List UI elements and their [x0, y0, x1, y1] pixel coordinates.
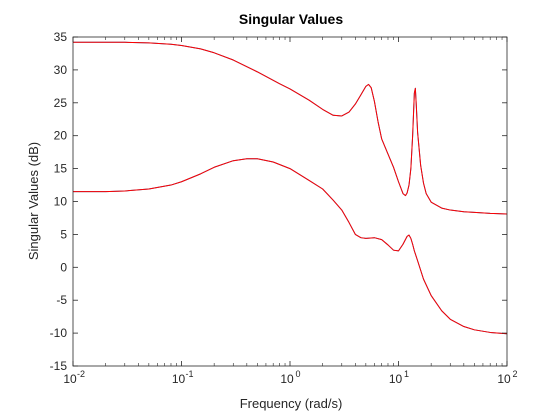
- x-tick-label: 10: [389, 372, 403, 386]
- x-tick-label: 10: [280, 372, 294, 386]
- x-tick-exponent: 2: [512, 369, 517, 379]
- y-tick-label: 35: [54, 30, 68, 44]
- series-line-2: [73, 158, 508, 335]
- y-tick-label: -10: [50, 326, 68, 340]
- y-tick-label: 30: [54, 63, 68, 77]
- x-tick-exponent: 1: [404, 369, 409, 379]
- y-tick-label: -5: [56, 293, 67, 307]
- x-tick-exponent: -2: [77, 369, 85, 379]
- series-line-4: [73, 158, 508, 335]
- x-tick-exponent: -1: [185, 369, 193, 379]
- x-tick-label: 10: [172, 372, 186, 386]
- x-tick-label: 10: [497, 372, 511, 386]
- y-tick-label: 20: [54, 129, 68, 143]
- y-tick-label: 0: [60, 260, 67, 274]
- y-axis-label: Singular Values (dB): [26, 142, 41, 260]
- x-tick-exponent: 0: [295, 369, 300, 379]
- x-tick-label: 10: [63, 372, 77, 386]
- y-tick-label: 10: [54, 195, 68, 209]
- series-line-1: [73, 41, 508, 215]
- y-tick-label: 5: [60, 227, 67, 241]
- y-tick-label: -15: [50, 359, 68, 373]
- chart-title: Singular Values: [239, 11, 343, 27]
- x-axis-label: Frequency (rad/s): [240, 396, 343, 411]
- y-tick-label: 25: [54, 96, 68, 110]
- y-tick-label: 15: [54, 162, 68, 176]
- axes-box: [72, 36, 508, 367]
- series-line-3: [73, 41, 508, 215]
